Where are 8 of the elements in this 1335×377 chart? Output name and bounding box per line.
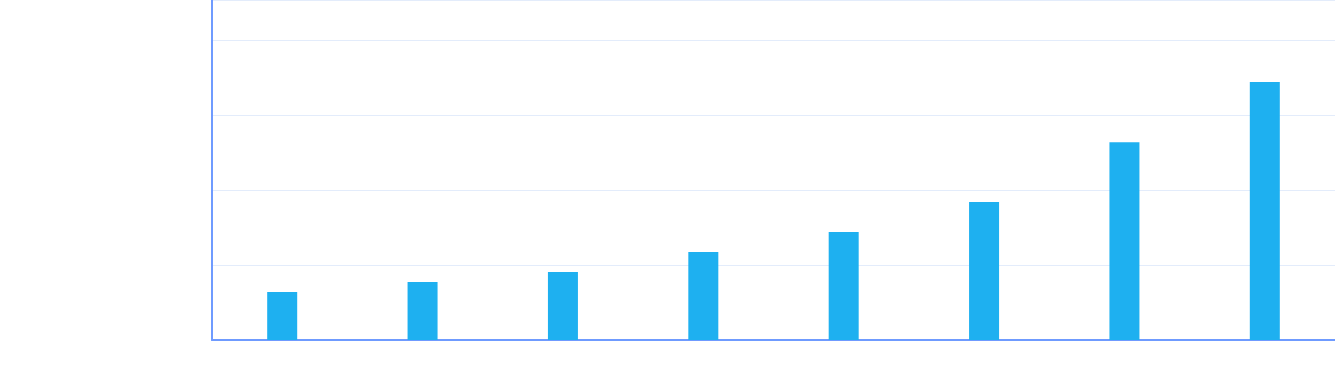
- bar: [267, 292, 298, 340]
- bar: [688, 252, 719, 340]
- bar: [969, 201, 1000, 340]
- bar: [828, 231, 859, 340]
- bar: [1109, 142, 1140, 340]
- bar: [407, 281, 438, 340]
- bar: [1249, 82, 1280, 340]
- bar: [547, 271, 578, 340]
